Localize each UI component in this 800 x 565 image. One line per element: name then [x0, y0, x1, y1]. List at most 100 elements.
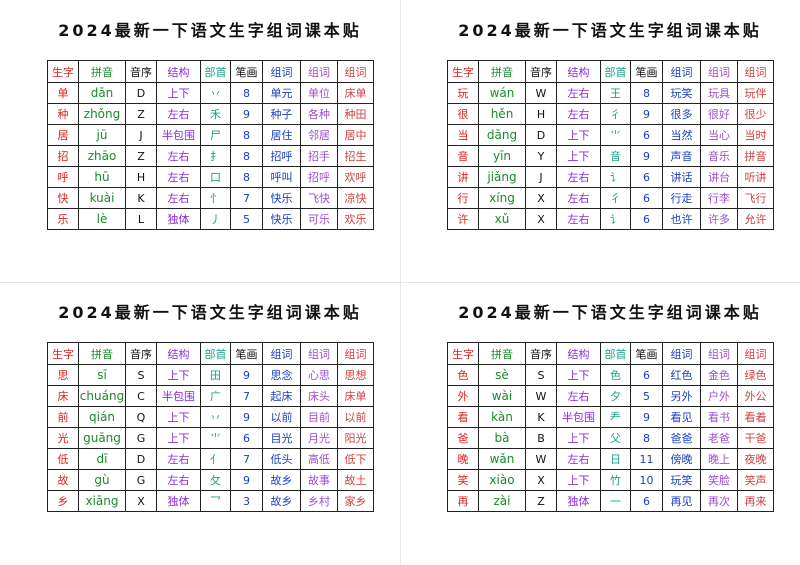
radical-cell: ⺌ [600, 124, 631, 146]
radical-cell: 夕 [600, 385, 631, 407]
header-cell: 部首 [200, 342, 231, 365]
char-cell: 快 [47, 187, 79, 209]
word-cell: 故事 [300, 469, 338, 491]
initial-cell: W [525, 385, 557, 407]
strokes-cell: 9 [630, 406, 663, 428]
initial-cell: Z [125, 145, 157, 167]
row: 当 dāng D 上下⺌ 6 当然 当心 当时 [447, 124, 774, 146]
structure-cell: 左右 [156, 145, 201, 167]
word-cell: 再见 [662, 490, 701, 512]
word-cell: 床单 [337, 82, 374, 104]
word-cell: 绿色 [737, 364, 774, 386]
word-cell: 招呼 [300, 166, 338, 188]
initial-cell: C [125, 385, 157, 407]
char-cell: 招 [47, 145, 79, 167]
pinyin-cell: dī [78, 448, 126, 470]
strokes-cell: 6 [630, 208, 663, 230]
word-cell: 干爸 [737, 427, 774, 449]
header-cell: 音序 [125, 342, 157, 365]
word-cell: 拼音 [737, 145, 774, 167]
word-cell: 各种 [300, 103, 338, 125]
char-cell: 光 [47, 427, 79, 449]
word-cell: 欢乐 [337, 208, 374, 230]
strokes-cell: 6 [630, 124, 663, 146]
structure-cell: 上下 [156, 406, 201, 428]
initial-cell: G [125, 469, 157, 491]
row: 思 sī S 上下田 9 思念 心思 思想 [47, 364, 374, 386]
structure-cell: 左右 [156, 187, 201, 209]
word-cell: 很多 [662, 103, 701, 125]
initial-cell: J [525, 166, 557, 188]
word-cell: 邻居 [300, 124, 338, 146]
row: 玩 wán W 左右王 8 玩笑 玩具 玩伴 [447, 82, 774, 104]
word-cell: 傍晚 [662, 448, 701, 470]
title: 2024最新一下语文生字组词课本贴 [58, 21, 362, 40]
pinyin-cell: xíng [478, 187, 526, 209]
word-cell: 种田 [337, 103, 374, 125]
strokes-cell: 9 [230, 469, 263, 491]
char-cell: 故 [47, 469, 79, 491]
word-cell: 红色 [662, 364, 701, 386]
header-row: 生字 拼音 音序 结构 部首 笔画 组词 组词 组词 [447, 60, 774, 83]
structure-cell: 左右 [156, 166, 201, 188]
initial-cell: X [525, 208, 557, 230]
word-cell: 欢呼 [337, 166, 374, 188]
row: 看 kàn K 半包围龵 9 看见 看书 看着 [447, 406, 774, 428]
radical-cell: 田 [200, 364, 231, 386]
strokes-cell: 5 [230, 208, 263, 230]
word-cell: 单位 [300, 82, 338, 104]
structure-cell: 左右 [556, 208, 601, 230]
row: 种 zhǒng Z 左右禾 9 种子 各种 种田 [47, 103, 374, 125]
row: 招 zhāo Z 左右扌 8 招呼 招手 招生 [47, 145, 374, 167]
radical-cell: 日 [600, 448, 631, 470]
row: 音 yīn Y 上下音 9 声音 音乐 拼音 [447, 145, 774, 167]
char-cell: 笑 [447, 469, 479, 491]
word-cell: 另外 [662, 385, 701, 407]
header-cell: 拼音 [478, 60, 526, 83]
initial-cell: W [525, 448, 557, 470]
radical-cell: 乛 [200, 490, 231, 512]
structure-cell: 左右 [556, 103, 601, 125]
row: 单 dān D 上下丷 8 单元 单位 床单 [47, 82, 374, 104]
initial-cell: D [125, 448, 157, 470]
header-cell: 拼音 [478, 342, 526, 365]
structure-cell: 上下 [556, 427, 601, 449]
pinyin-cell: guāng [78, 427, 126, 449]
strokes-cell: 9 [630, 145, 663, 167]
word-cell: 阳光 [337, 427, 374, 449]
char-cell: 外 [447, 385, 479, 407]
word-cell: 允许 [737, 208, 774, 230]
radical-cell: 父 [600, 427, 631, 449]
initial-cell: K [125, 187, 157, 209]
header-cell: 结构 [156, 60, 201, 83]
word-cell: 声音 [662, 145, 701, 167]
word-cell: 快乐 [262, 187, 301, 209]
structure-cell: 上下 [556, 469, 601, 491]
structure-cell: 独体 [156, 208, 201, 230]
initial-cell: Q [125, 406, 157, 428]
strokes-cell: 9 [230, 364, 263, 386]
char-cell: 再 [447, 490, 479, 512]
quadrant: 2024最新一下语文生字组词课本贴 生字 拼音 音序 结构 部首 笔画 组词 组词 组词玩 wán W… [400, 0, 800, 282]
word-cell: 再次 [700, 490, 738, 512]
strokes-cell: 9 [230, 103, 263, 125]
radical-cell: 禾 [200, 103, 231, 125]
word-cell: 听讲 [737, 166, 774, 188]
strokes-cell: 6 [630, 166, 663, 188]
char-cell: 低 [47, 448, 79, 470]
initial-cell: L [125, 208, 157, 230]
row: 低 dī D 左右亻 7 低头 高低 低下 [47, 448, 374, 470]
pinyin-cell: wán [478, 82, 526, 104]
word-cell: 目光 [262, 427, 301, 449]
word-cell: 招生 [337, 145, 374, 167]
strokes-cell: 6 [630, 187, 663, 209]
header-cell: 组词 [300, 60, 338, 83]
word-cell: 家乡 [337, 490, 374, 512]
radical-cell: 亻 [200, 448, 231, 470]
header-row: 生字 拼音 音序 结构 部首 笔画 组词 组词 组词 [47, 60, 374, 83]
initial-cell: D [525, 124, 557, 146]
pinyin-cell: xiāng [78, 490, 126, 512]
word-cell: 可乐 [300, 208, 338, 230]
row: 行 xíng X 左右彳 6 行走 行李 飞行 [447, 187, 774, 209]
